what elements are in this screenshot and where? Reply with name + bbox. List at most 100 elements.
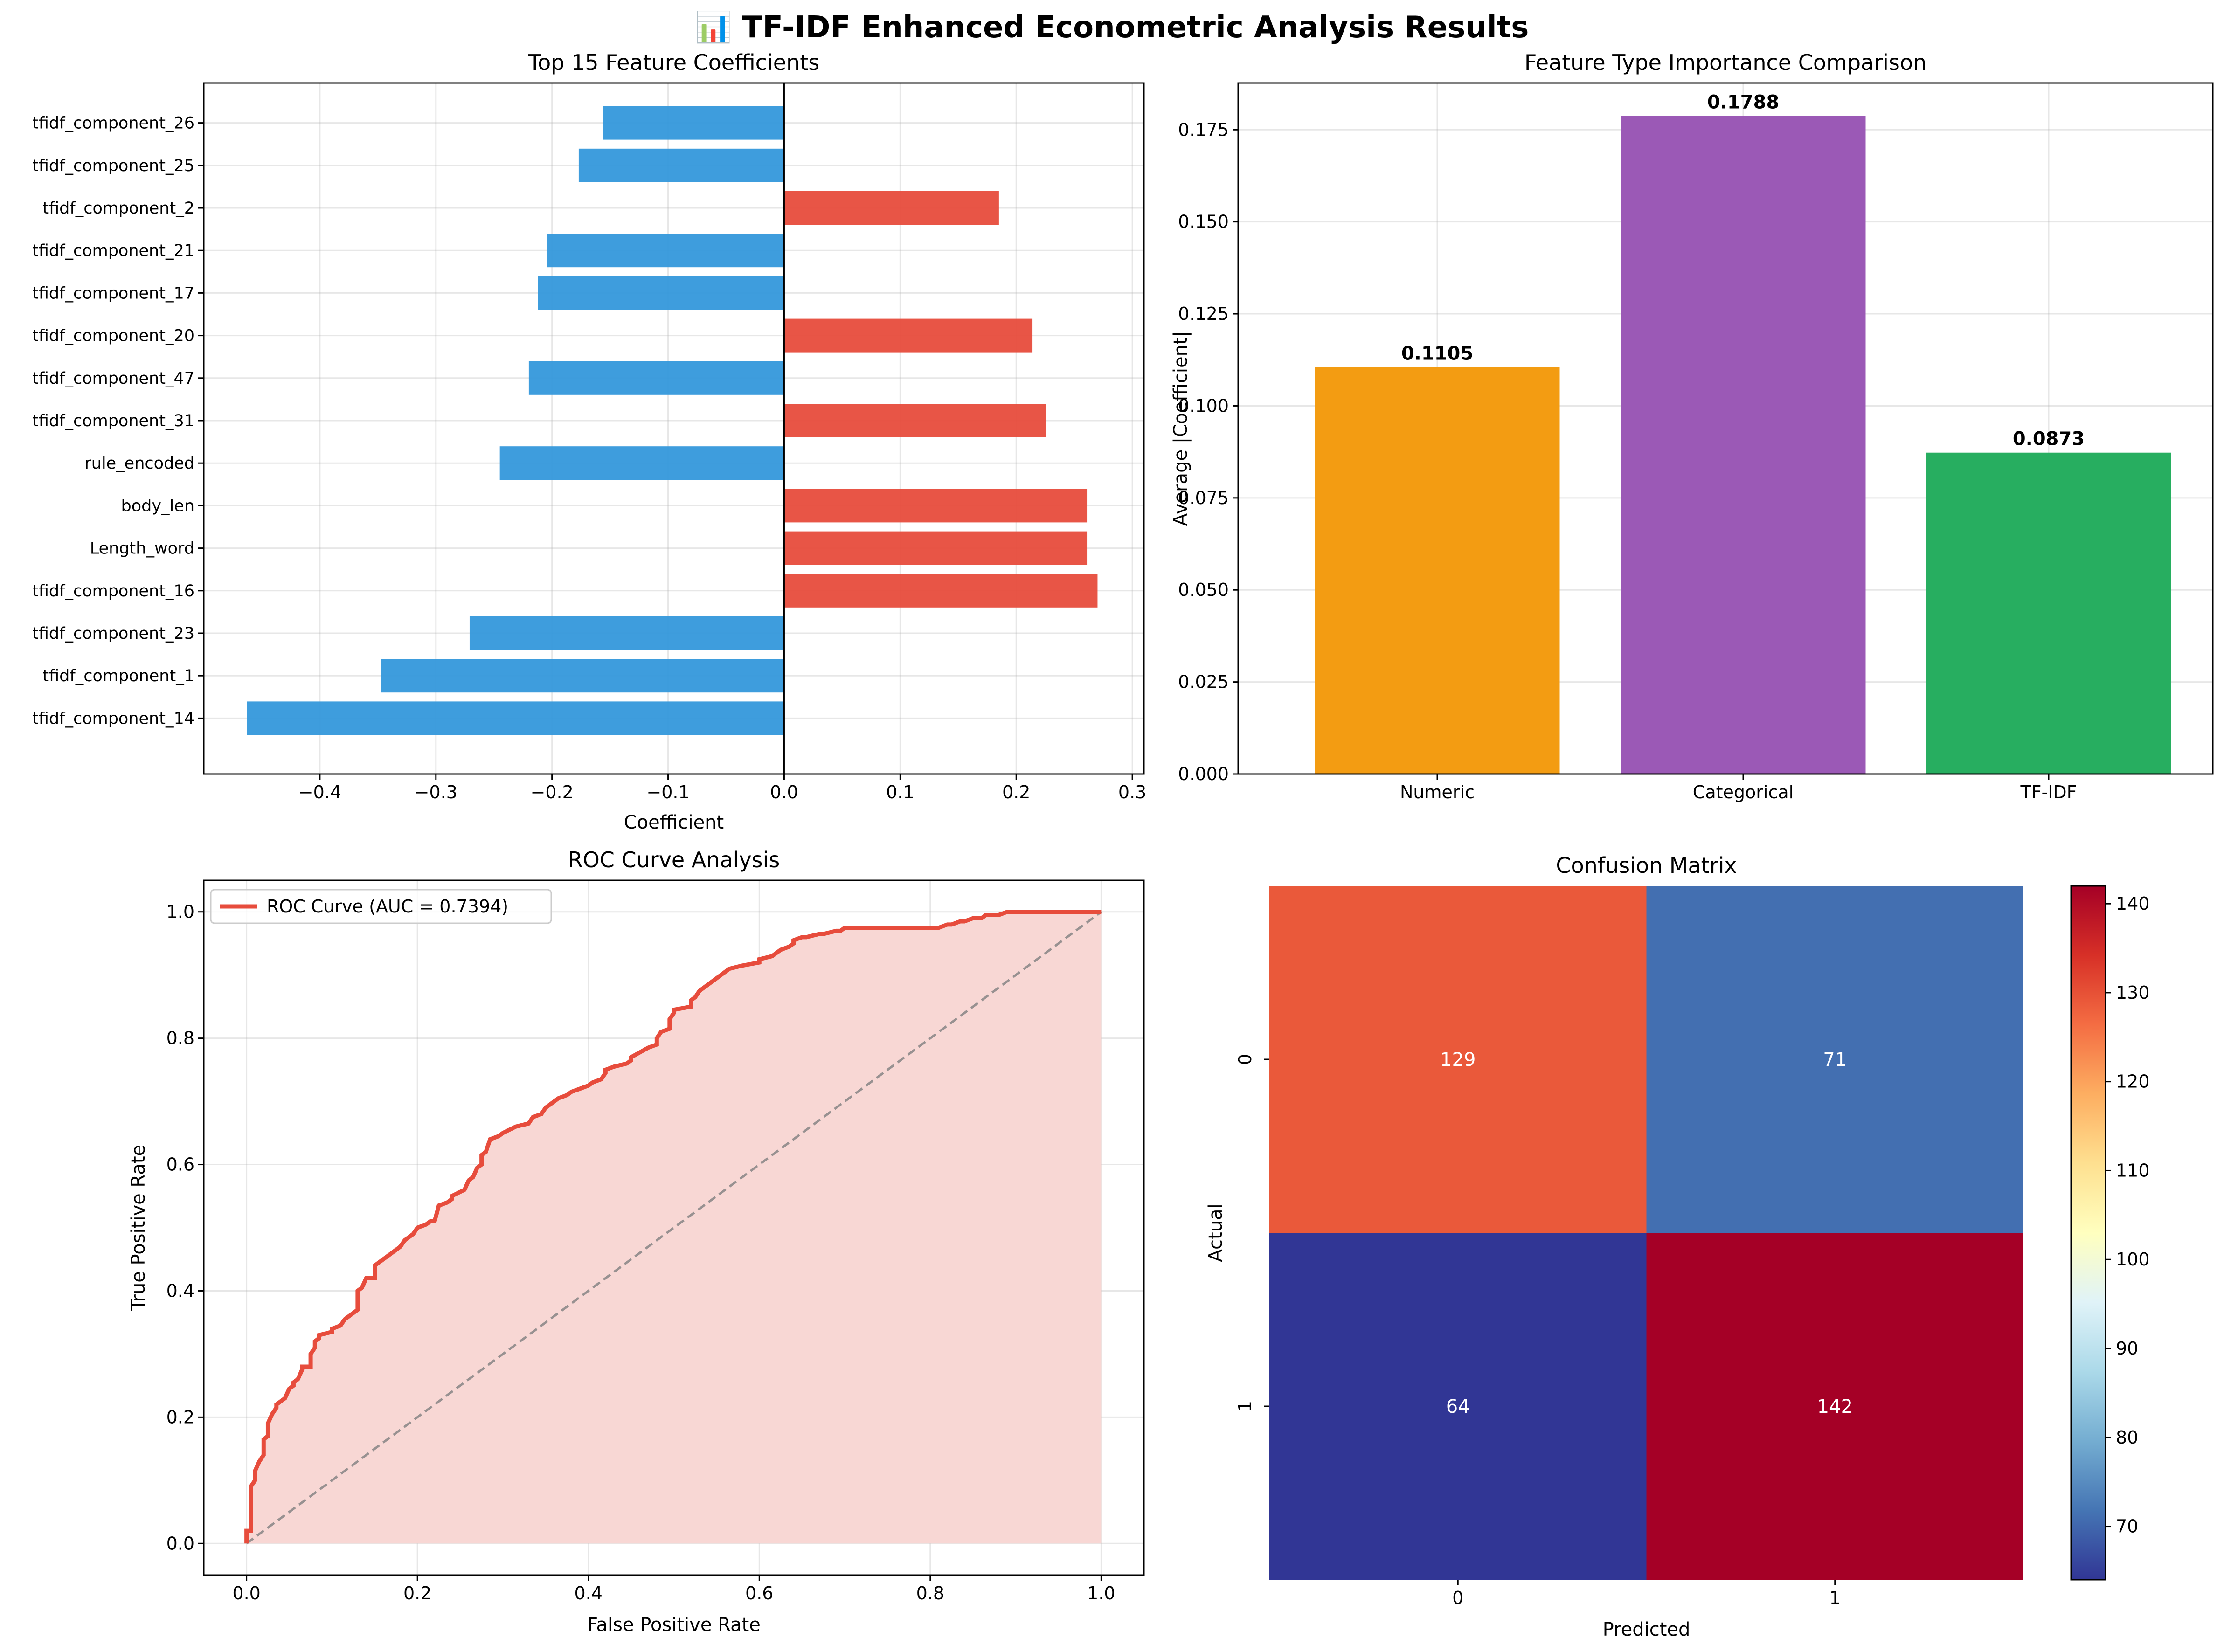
x-tick-label: 0.3 xyxy=(1118,782,1146,802)
colorbar-tick-label: 80 xyxy=(2116,1427,2138,1448)
figure-suptitle: 📊 TF-IDF Enhanced Econometric Analysis R… xyxy=(695,10,1529,45)
y-tick-label: tfidf_component_17 xyxy=(32,284,194,303)
colorbar-tick-label: 100 xyxy=(2116,1249,2150,1270)
coefficient-bar xyxy=(784,404,1046,437)
x-tick-label: 0.2 xyxy=(403,1583,431,1604)
x-tick-label: 0.1 xyxy=(886,782,914,802)
x-tick-label: 0.0 xyxy=(232,1583,260,1604)
y-tick-label: 0.000 xyxy=(1178,764,1229,784)
coefficient-bar xyxy=(603,106,784,140)
x-tick-label: 1 xyxy=(1829,1588,1841,1608)
y-tick-label: tfidf_component_21 xyxy=(32,242,194,260)
importance-bar xyxy=(1926,452,2171,774)
y-tick-label: rule_encoded xyxy=(84,454,194,473)
y-axis-label: Actual xyxy=(1205,1203,1226,1262)
heatmap-cell xyxy=(1646,886,2023,1233)
y-tick-label: tfidf_component_16 xyxy=(32,582,194,601)
y-tick-label: 0.2 xyxy=(166,1407,194,1427)
y-tick-label: 0.0 xyxy=(166,1533,194,1554)
cell-value: 129 xyxy=(1440,1049,1476,1071)
random-baseline-line xyxy=(246,911,1102,1545)
y-tick-label: tfidf_component_23 xyxy=(32,624,194,643)
bar-value-label: 0.0873 xyxy=(2013,429,2085,450)
colorbar-tick-label: 90 xyxy=(2116,1338,2138,1359)
colorbar-tick-label: 110 xyxy=(2116,1160,2150,1181)
y-tick-label: 0.050 xyxy=(1178,580,1229,600)
coefficient-bar xyxy=(247,701,784,735)
y-tick-label: tfidf_component_14 xyxy=(32,709,194,728)
coefficient-bar xyxy=(538,276,784,310)
colorbar-frame xyxy=(2070,885,2106,1581)
y-tick-label: tfidf_component_47 xyxy=(32,369,194,388)
colorbar-tick-label: 120 xyxy=(2116,1071,2150,1092)
y-tick-label: body_len xyxy=(121,497,195,515)
coefficient-bar xyxy=(578,148,784,182)
coefficient-bar xyxy=(784,318,1033,353)
x-tick-label: −0.3 xyxy=(415,782,457,802)
y-tick-label: 0.025 xyxy=(1178,672,1229,692)
y-tick-label: 0.125 xyxy=(1178,304,1229,324)
panel-title: Feature Type Importance Comparison xyxy=(1524,50,1926,75)
plot-frame xyxy=(203,82,1145,775)
panel-title: Confusion Matrix xyxy=(1556,853,1737,878)
x-tick-label: Numeric xyxy=(1400,782,1475,802)
y-tick-label: tfidf_component_2 xyxy=(42,199,194,218)
y-tick-label: 0.8 xyxy=(166,1028,194,1049)
cell-value: 142 xyxy=(1817,1396,1853,1417)
x-tick-label: 0.8 xyxy=(916,1583,944,1604)
x-tick-label: 0.6 xyxy=(745,1583,773,1604)
colorbar-tick-label: 140 xyxy=(2116,893,2150,914)
x-tick-label: 0 xyxy=(1452,1588,1463,1608)
legend-box xyxy=(210,889,552,924)
x-tick-label: 0.0 xyxy=(770,782,798,802)
coefficients-panel: tfidf_component_14 tfidf_component_1 tfidf… xyxy=(32,50,1146,833)
x-axis-label: Coefficient xyxy=(624,812,724,833)
y-axis-label: Average |Coefficient| xyxy=(1170,331,1192,526)
plot-frame xyxy=(203,879,1145,1576)
heatmap-cell xyxy=(1269,1233,1647,1580)
legend-entry-roc: ROC Curve (AUC = 0.7394) xyxy=(267,896,508,917)
coefficient-bar xyxy=(784,489,1088,523)
confusion-matrix-panel: 129 71 64 142 0 1 0 1 Predicted Actual Confusion M… xyxy=(1205,853,2150,1640)
coefficient-bar xyxy=(469,616,784,650)
x-tick-label: 0.4 xyxy=(575,1583,603,1604)
y-tick-label: 0.175 xyxy=(1178,119,1229,140)
y-tick-label: Length_word xyxy=(90,539,194,558)
y-tick-label: 0.150 xyxy=(1178,212,1229,232)
panel-title: ROC Curve Analysis xyxy=(568,847,780,872)
roc-panel: 0.0 0.2 0.4 0.6 0.8 1.0 0.0 0.2 0.4 0.6 0.8 1.0 Fals… xyxy=(128,847,1145,1636)
y-axis-label: True Positive Rate xyxy=(128,1145,149,1311)
coefficient-bar xyxy=(528,361,784,395)
y-tick-label: tfidf_component_25 xyxy=(32,157,194,175)
y-tick-label: 1.0 xyxy=(166,902,194,922)
panel-title: Top 15 Feature Coefficients xyxy=(528,50,819,75)
cell-value: 71 xyxy=(1823,1049,1847,1071)
y-tick-label: 0.6 xyxy=(166,1154,194,1175)
x-tick-label: TF-IDF xyxy=(2020,782,2077,802)
plot-frame xyxy=(1237,82,2214,775)
x-axis-label: Predicted xyxy=(1603,1619,1691,1640)
y-tick-label: 0.075 xyxy=(1178,488,1229,508)
y-tick-label: tfidf_component_26 xyxy=(32,114,194,133)
cell-value: 64 xyxy=(1446,1396,1470,1417)
x-tick-label: 0.2 xyxy=(1002,782,1030,802)
coefficient-bar xyxy=(499,446,784,480)
colorbar-tick-label: 130 xyxy=(2116,982,2150,1003)
coefficient-bar xyxy=(784,574,1098,608)
x-tick-label: Categorical xyxy=(1693,782,1794,802)
y-tick-label: tfidf_component_31 xyxy=(32,412,194,430)
importance-bar xyxy=(1621,116,1866,774)
y-tick-label: 0 xyxy=(1235,1054,1255,1065)
y-tick-label: 0.100 xyxy=(1178,395,1229,416)
feature-type-panel: 0.1105 Numeric 0.1788 Categorical 0.0873 TF-I… xyxy=(1170,50,2214,802)
coefficient-bar xyxy=(381,659,784,693)
importance-bar xyxy=(1315,367,1560,774)
x-axis-label: False Positive Rate xyxy=(587,1614,761,1636)
x-tick-label: 1.0 xyxy=(1087,1583,1115,1604)
x-tick-label: −0.4 xyxy=(298,782,341,802)
x-tick-label: −0.2 xyxy=(531,782,574,802)
y-tick-label: tfidf_component_20 xyxy=(32,327,194,346)
heatmap-cell xyxy=(1269,886,1647,1233)
legend: ROC Curve (AUC = 0.7394) xyxy=(210,889,552,924)
